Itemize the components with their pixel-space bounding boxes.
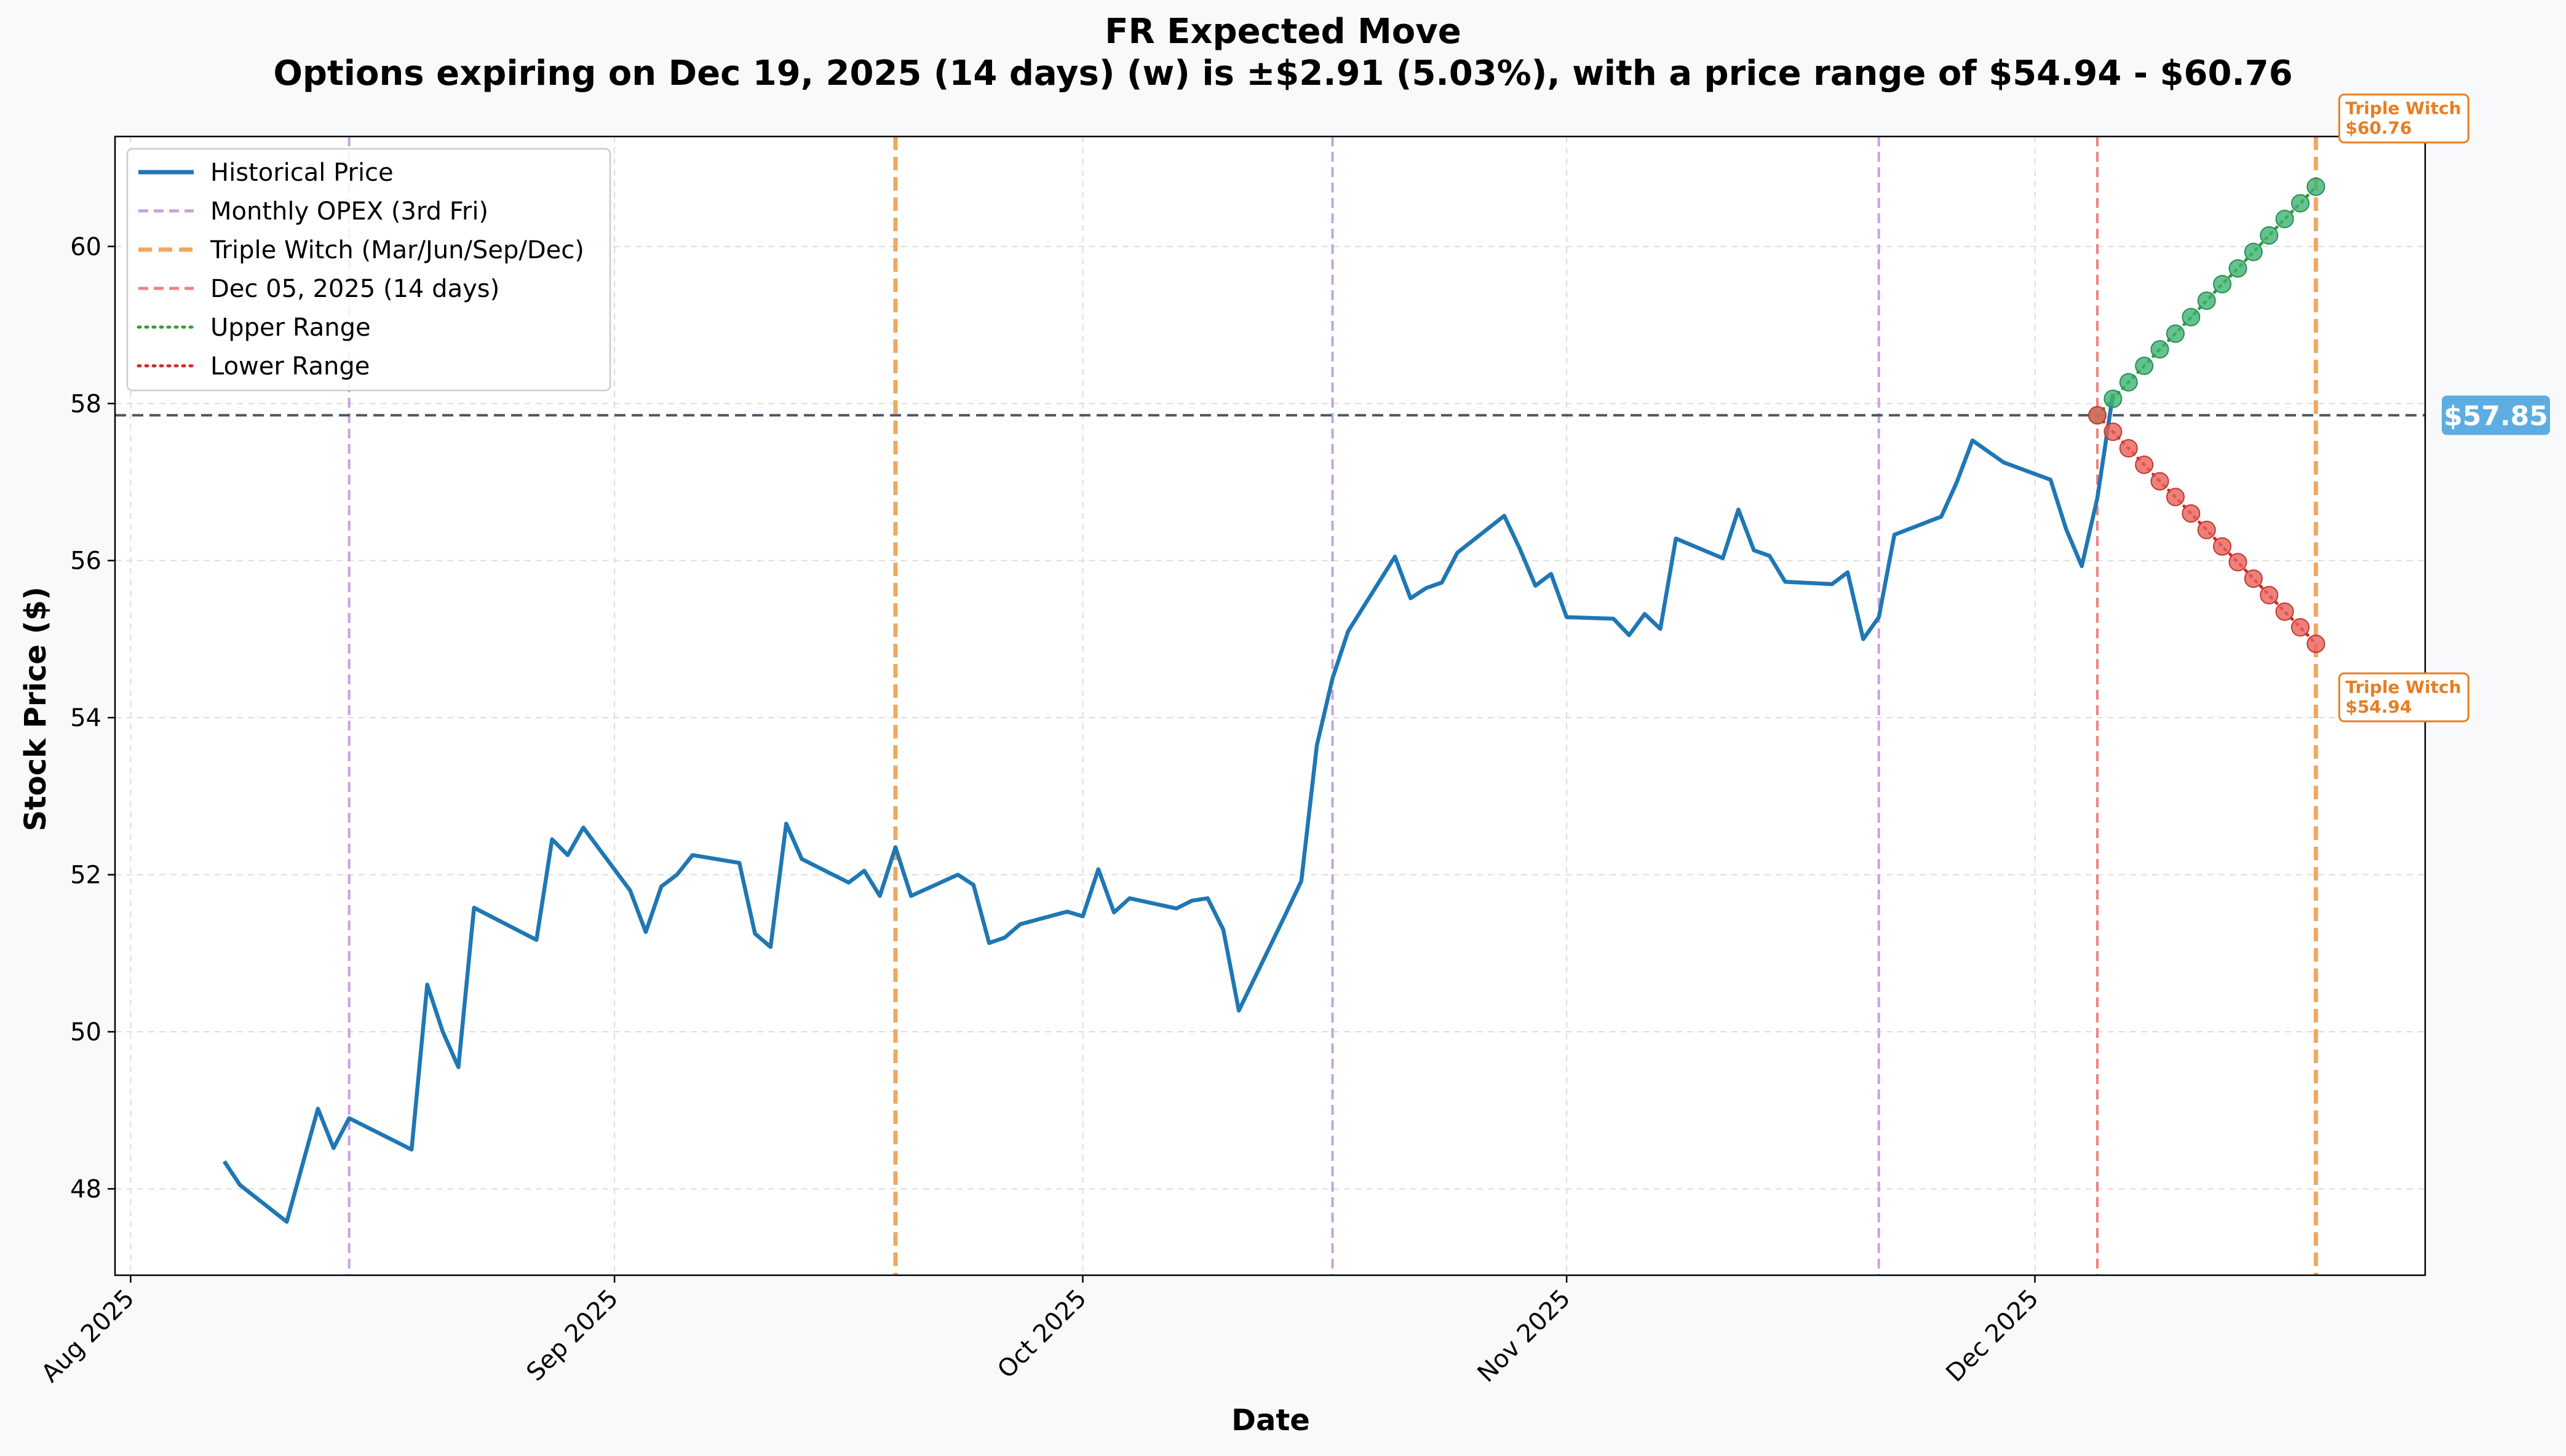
triple-witch-annotation-price: $54.94: [2345, 697, 2412, 717]
upper-range-point: [2213, 275, 2232, 294]
lower-range-point: [2275, 602, 2294, 621]
y-tick-label: 48: [70, 1176, 101, 1204]
lower-range-point: [2260, 585, 2279, 604]
upper-range-point: [2103, 389, 2123, 408]
lower-range-point: [2290, 618, 2310, 637]
legend-label: Monthly OPEX (3rd Fri): [210, 197, 488, 226]
y-tick-label: 52: [70, 861, 101, 890]
legend-box: [126, 148, 611, 392]
lower-range-point: [2150, 472, 2169, 491]
upper-range-point: [2290, 194, 2310, 213]
y-tick-label: 50: [70, 1018, 101, 1046]
legend-label: Upper Range: [210, 314, 371, 342]
lower-range-point: [2119, 439, 2138, 458]
lower-range-point: [2197, 520, 2216, 539]
triple-witch-annotation-box: [2338, 93, 2469, 144]
lower-range-point: [2213, 537, 2232, 556]
upper-range-point: [2228, 259, 2247, 278]
triple-witch-annotation-price: $60.76: [2345, 118, 2412, 138]
chart-subtitle: Options expiring on Dec 19, 2025 (14 day…: [273, 53, 2292, 93]
legend: Historical Price Monthly OPEX (3rd Fri) Tr…: [126, 148, 611, 392]
y-tick-label: 58: [70, 390, 101, 418]
y-tick-label: 56: [70, 547, 101, 576]
upper-range-point: [2166, 324, 2185, 343]
upper-range-point: [2119, 373, 2138, 392]
upper-range-point: [2260, 226, 2279, 245]
series-layer: [222, 177, 2326, 1224]
upper-range-point: [2150, 340, 2169, 359]
lower-range-point: [2135, 455, 2154, 474]
y-tick-label: 54: [70, 704, 101, 732]
lower-range-point: [2306, 635, 2326, 654]
chart-title: FR Expected Move: [1105, 12, 1461, 52]
upper-range-point: [2182, 307, 2201, 326]
legend-label: Historical Price: [210, 159, 394, 187]
legend-label: Lower Range: [210, 352, 370, 381]
triple-witch-annotation-title: Triple Witch: [2345, 677, 2461, 697]
legend-label: Triple Witch (Mar/Jun/Sep/Dec): [210, 236, 584, 264]
upper-range-point: [2197, 291, 2216, 310]
lower-range-point: [2166, 488, 2185, 507]
y-axis-label: Stock Price ($): [18, 587, 53, 831]
lower-range-point: [2228, 553, 2247, 572]
upper-range-point: [2244, 242, 2263, 261]
lower-range-point: [2103, 422, 2123, 441]
upper-range-point: [2275, 210, 2294, 229]
triple-witch-annotation-title: Triple Witch: [2345, 98, 2461, 119]
triple-witch-annotation-box: [2338, 672, 2469, 722]
upper-range-point: [2135, 356, 2154, 375]
current-price-badge: [2442, 395, 2550, 435]
historical-price-line: [222, 394, 2115, 1224]
current-price-badge-label: $57.85: [2444, 400, 2548, 432]
lower-range-point: [2182, 504, 2201, 523]
legend-label: Dec 05, 2025 (14 days): [210, 275, 499, 303]
lower-range-point: [2244, 569, 2263, 588]
y-tick-label: 60: [70, 233, 101, 261]
lower-range-point: [2088, 406, 2107, 425]
upper-range-point: [2306, 177, 2326, 196]
x-axis-label: Date: [1231, 1403, 1310, 1438]
